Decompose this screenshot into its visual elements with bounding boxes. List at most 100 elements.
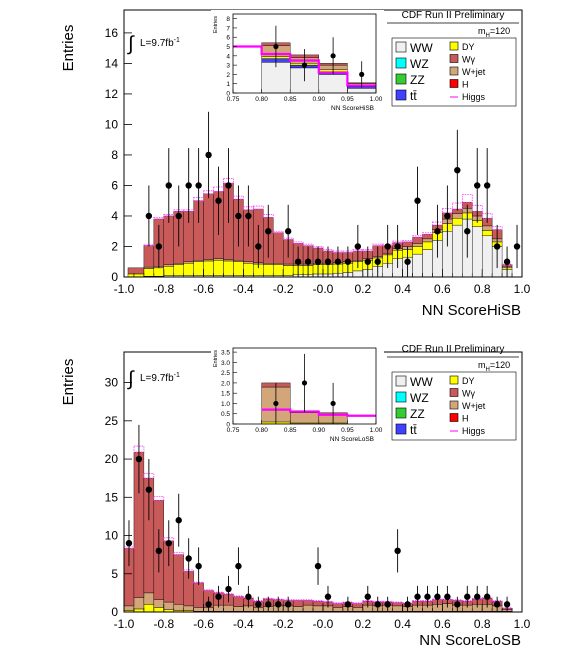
legend-label: WW — [410, 41, 433, 55]
data-point — [145, 486, 153, 493]
y-tick-label: 14 — [105, 56, 119, 70]
stack-bar — [422, 249, 433, 278]
legend-label: WZ — [410, 57, 429, 71]
data-point — [155, 547, 163, 555]
data-point — [145, 212, 153, 220]
data-point — [493, 243, 501, 250]
inset-x-tick-label: 0.80 — [255, 427, 268, 434]
stack-bar — [412, 253, 423, 278]
inset-y-tick-label: 0.5 — [221, 411, 230, 418]
integral-symbol: ∫ — [127, 33, 135, 55]
higgs-bar — [153, 496, 165, 501]
legend-label: W+jet — [462, 67, 486, 77]
x-tick-label: -0.6 — [193, 282, 214, 296]
data-point — [454, 167, 461, 174]
inset-x-tick-label: 0.80 — [255, 96, 268, 103]
inset-y-tick-label: 4 — [226, 53, 230, 60]
stack-bar — [143, 592, 155, 605]
higgs-bar — [302, 243, 314, 247]
top-histogram: CDF Run II Preliminary Entries NN ScoreH… — [60, 9, 531, 319]
data-point — [185, 182, 192, 189]
data-point — [284, 228, 292, 235]
mass-label: mH=120 — [478, 26, 510, 39]
y-tick-label: 10 — [105, 117, 119, 131]
data-point — [265, 228, 272, 235]
inset-y-tick-label: 7 — [226, 25, 230, 32]
data-point — [324, 593, 332, 600]
data-point — [245, 593, 252, 600]
inset-x-tick-label: 0.85 — [284, 427, 297, 434]
stack-bar — [352, 603, 364, 608]
x-tick-label: -1.0 — [114, 617, 135, 631]
integral-symbol: ∫ — [127, 368, 135, 390]
data-point — [135, 455, 143, 463]
data-point — [384, 601, 391, 608]
stack-bar — [332, 607, 344, 612]
data-point — [364, 258, 371, 265]
data-point — [225, 182, 232, 189]
data-point — [354, 243, 362, 250]
legend-label: WZ — [410, 391, 429, 405]
legend-swatch — [449, 388, 459, 397]
data-point — [324, 258, 332, 265]
stack-bar — [273, 263, 284, 265]
inset-frame — [232, 13, 377, 94]
inset-x-tick-label: 1.00 — [370, 96, 383, 103]
x-tick-label: 0.6 — [434, 617, 451, 631]
data-point — [374, 601, 381, 608]
data-point — [474, 593, 481, 600]
higgs-bar — [292, 241, 304, 244]
stack-bar — [203, 193, 214, 260]
inset-data-point — [330, 53, 336, 59]
legend-label: W+jet — [462, 401, 486, 411]
inset-stack-bar — [318, 74, 348, 94]
y-tick-label: 15 — [105, 490, 119, 504]
y-tick-label: 12 — [105, 87, 119, 101]
data-point — [275, 601, 282, 608]
data-point — [255, 601, 262, 608]
data-points — [145, 111, 521, 277]
stack-bar — [273, 264, 284, 276]
legend-label: Wγ — [462, 55, 475, 65]
higgs-bar — [372, 243, 384, 247]
y-tick-label: 20 — [105, 452, 119, 466]
data-point — [175, 212, 182, 220]
stack-bar — [452, 213, 463, 219]
data-point — [185, 555, 192, 562]
legend-label: DY — [462, 42, 475, 52]
legend-swatch — [449, 41, 459, 51]
stack-bar — [482, 230, 493, 237]
higgs-bar — [412, 235, 423, 238]
data-point — [474, 182, 481, 189]
stack-bar — [163, 264, 174, 267]
legend-label: tt̄ — [410, 89, 417, 103]
stack-bar — [312, 601, 324, 607]
inset-y-tick-label: 3.5 — [221, 350, 230, 357]
stack-bar — [173, 604, 184, 611]
inset-y-label: Entries — [213, 16, 219, 33]
inset-y-label: Entries — [213, 350, 219, 367]
inset-frame — [232, 347, 377, 425]
inset-y-tick-label: 8 — [226, 16, 230, 23]
lumi-text: L=9.7fb-1 — [140, 372, 180, 384]
stack-bar — [173, 263, 184, 265]
data-point — [195, 562, 202, 570]
stack-bar — [233, 260, 244, 262]
data-point — [284, 601, 292, 608]
x-tick-label: 0.4 — [394, 617, 411, 631]
inset-data-point — [301, 380, 308, 386]
stack-bar — [273, 232, 284, 264]
stack-bar — [292, 606, 304, 612]
stack-bar — [223, 260, 234, 276]
stack-bar — [302, 600, 314, 606]
stack-bar — [422, 241, 433, 250]
data-point — [255, 243, 262, 250]
stack-bar — [203, 260, 214, 276]
data-point — [454, 601, 461, 608]
series-w- — [123, 451, 513, 610]
legend-swatch — [449, 400, 459, 410]
stack-bar — [193, 261, 204, 276]
inset-x-label: NN ScoreLoSB — [330, 436, 374, 443]
x-tick-label: -1.0 — [114, 282, 135, 296]
stack-bar — [263, 263, 274, 265]
